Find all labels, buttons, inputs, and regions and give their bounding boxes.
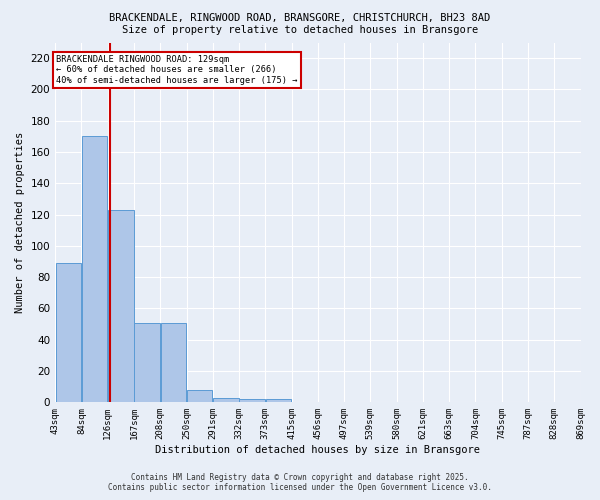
Bar bbox=[134, 322, 160, 402]
Bar bbox=[56, 263, 81, 402]
Text: Contains HM Land Registry data © Crown copyright and database right 2025.
Contai: Contains HM Land Registry data © Crown c… bbox=[108, 473, 492, 492]
X-axis label: Distribution of detached houses by size in Bransgore: Distribution of detached houses by size … bbox=[155, 445, 481, 455]
Bar bbox=[108, 210, 134, 402]
Bar bbox=[187, 390, 212, 402]
Text: BRACKENDALE, RINGWOOD ROAD, BRANSGORE, CHRISTCHURCH, BH23 8AD: BRACKENDALE, RINGWOOD ROAD, BRANSGORE, C… bbox=[109, 12, 491, 22]
Bar bbox=[266, 399, 291, 402]
Bar bbox=[161, 322, 186, 402]
Y-axis label: Number of detached properties: Number of detached properties bbox=[15, 132, 25, 313]
Bar bbox=[82, 136, 107, 402]
Text: Size of property relative to detached houses in Bransgore: Size of property relative to detached ho… bbox=[122, 25, 478, 35]
Bar bbox=[239, 399, 265, 402]
Text: BRACKENDALE RINGWOOD ROAD: 129sqm
← 60% of detached houses are smaller (266)
40%: BRACKENDALE RINGWOOD ROAD: 129sqm ← 60% … bbox=[56, 55, 298, 85]
Bar bbox=[213, 398, 239, 402]
